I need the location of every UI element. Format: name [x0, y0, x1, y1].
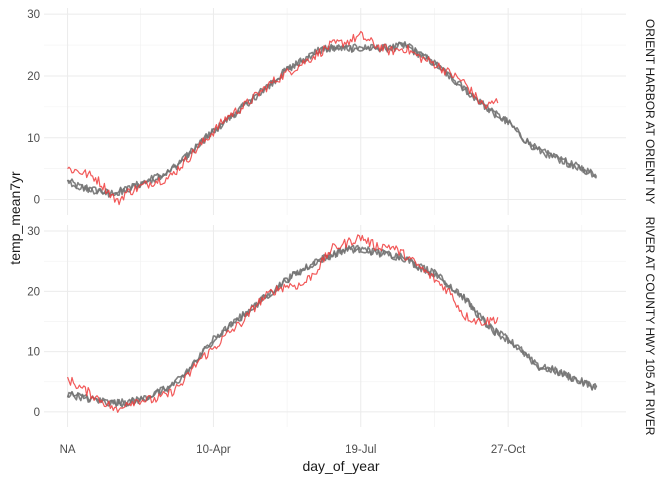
series-line-red: [67, 30, 499, 206]
x-tick-label: 27-Oct: [491, 444, 526, 456]
panel-0: 0 10 20 30 ORIENT HARBOR AT ORIENT NY: [27, 8, 657, 215]
y-tick-label: 30: [27, 226, 40, 238]
y-tick-label: 30: [27, 9, 40, 21]
panel-1: 0 10 20 30 RIVER AT COUNTY HWY 105 AT RIVER: [27, 217, 657, 436]
x-axis-title: day_of_year: [302, 458, 379, 474]
series-line-grey: [67, 41, 598, 198]
series-line-grey: [66, 244, 598, 408]
x-tick-label: 10-Apr: [196, 444, 231, 456]
y-tick-label: 10: [27, 347, 40, 359]
panel-strip-label: RIVER AT COUNTY HWY 105 AT RIVER: [643, 217, 657, 436]
y-tick-label: 20: [27, 286, 40, 298]
y-axis-title: temp_mean7yr: [7, 171, 23, 265]
panels-group: 0 10 20 30 ORIENT HARBOR AT ORIENT NY 0 10 20 30…: [27, 8, 657, 456]
series-line-grey: [66, 244, 598, 408]
y-tick-label: 0: [34, 407, 40, 419]
y-tick-label: 20: [27, 71, 40, 83]
x-tick-label: NA: [60, 444, 76, 456]
x-tick-label: 19-Jul: [345, 444, 376, 456]
panel-strip-label: ORIENT HARBOR AT ORIENT NY: [643, 19, 657, 204]
series-line-red: [67, 234, 499, 413]
y-tick-label: 10: [27, 133, 40, 145]
series-line-grey: [66, 41, 598, 197]
y-tick-label: 0: [34, 195, 40, 207]
